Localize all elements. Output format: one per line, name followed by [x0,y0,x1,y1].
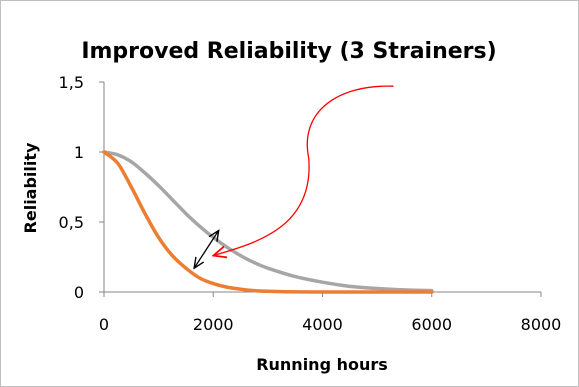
y-tick-label: 0 [74,283,84,302]
ticks-layer: 0 2000 4000 6000 8000 0 0,5 1 1,5 [59,73,562,334]
y-axis-title: Reliability [21,142,40,233]
y-tick-label: 0,5 [59,213,84,232]
series-line-orange [102,150,434,294]
x-tick-label: 6000 [411,315,452,334]
x-tick-label: 0 [99,315,109,334]
x-tick-label: 2000 [193,315,234,334]
y-tick-label: 1 [74,143,84,162]
x-tick-label: 8000 [521,315,562,334]
pointer-curved-arrow [213,85,394,256]
annotation-layer [194,85,394,268]
x-tick-label: 4000 [302,315,343,334]
chart-title: Improved Reliability (3 Strainers) [81,39,496,64]
difference-double-arrow [194,230,219,268]
series-layer [102,150,434,294]
x-axis-title: Running hours [256,355,388,374]
y-tick-label: 1,5 [59,73,84,92]
series-line-gray [102,150,434,293]
